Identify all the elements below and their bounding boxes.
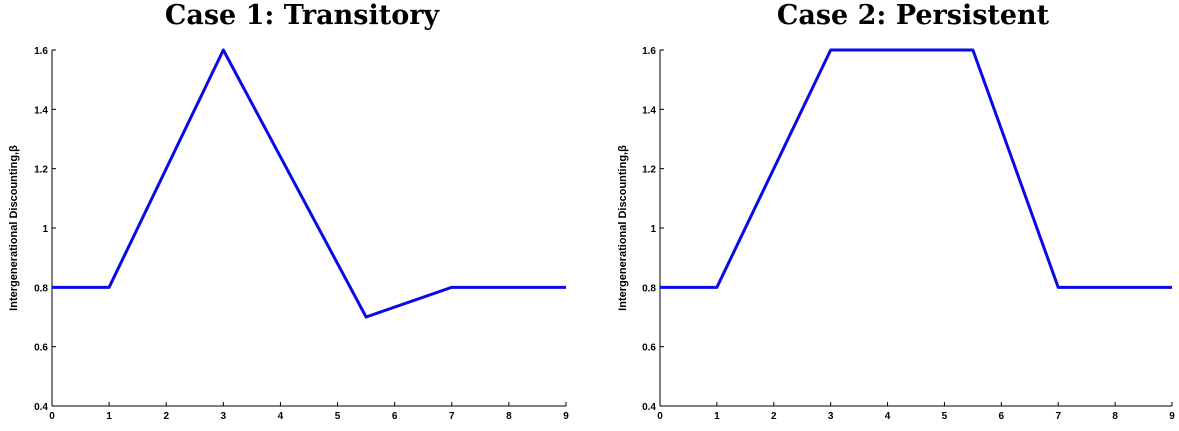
chart-1-x-tick-label: 8 — [506, 411, 512, 422]
chart-2-x-tick-label: 1 — [714, 411, 720, 422]
chart-1-series-line-1 — [52, 48, 566, 319]
chart-2-y-tick-label: 1.6 — [642, 46, 656, 57]
chart-1-x-tick-label: 6 — [392, 411, 398, 422]
chart-1-y-tick-label: 0.6 — [34, 343, 48, 354]
chart-title-2: Case 2: Persistent — [776, 0, 1050, 31]
chart-1-x-tick-label: 4 — [278, 411, 284, 422]
chart-2-x-tick-label: 4 — [885, 411, 891, 422]
chart-2-x-tick-label: 0 — [657, 411, 663, 422]
chart-1-x-tick-label: 3 — [221, 411, 227, 422]
chart-2-y-tick-label: 0.4 — [642, 402, 656, 413]
chart-2-x-tick-label: 2 — [771, 411, 777, 422]
chart-1-x-tick-label: 5 — [335, 411, 341, 422]
chart-title-1: Case 1: Transitory — [164, 0, 440, 31]
chart-2-series-line-1 — [660, 48, 1172, 289]
chart-2-y-tick-label: 1.2 — [642, 165, 656, 176]
chart-1-x-tick-label: 0 — [49, 411, 55, 422]
chart-2-x-tick-label: 7 — [1055, 411, 1061, 422]
chart-1-y-tick-label: 1.4 — [34, 105, 48, 116]
chart-2-x-tick-label: 6 — [999, 411, 1005, 422]
chart-2-y-axis-label: Intergenerational Discounting,β — [617, 145, 629, 311]
chart-2-y-tick-label: 1 — [650, 224, 656, 235]
chart-2-x-tick-label: 8 — [1112, 411, 1118, 422]
chart-1-x-tick-label: 2 — [163, 411, 169, 422]
chart-2-y-tick-label: 0.6 — [642, 343, 656, 354]
chart-1-y-tick-label: 1.6 — [34, 46, 48, 57]
chart-1-y-tick-label: 0.8 — [34, 283, 48, 294]
chart-1-y-axis-label: Intergenerational Discounting,β — [8, 145, 20, 311]
chart-1-y-tick-label: 0.4 — [34, 402, 48, 413]
chart-2-x-tick-label: 3 — [828, 411, 834, 422]
chart-2-y-tick-label: 1.4 — [642, 105, 656, 116]
chart-1-y-tick-label: 1 — [42, 224, 48, 235]
chart-1-x-tick-label: 1 — [106, 411, 112, 422]
chart-1-x-tick-label: 7 — [449, 411, 455, 422]
chart-1-x-tick-label: 9 — [563, 411, 569, 422]
chart-2-y-tick-label: 0.8 — [642, 283, 656, 294]
chart-1-y-tick-label: 1.2 — [34, 165, 48, 176]
chart-2-x-tick-label: 5 — [942, 411, 948, 422]
chart-2-x-tick-label: 9 — [1169, 411, 1175, 422]
